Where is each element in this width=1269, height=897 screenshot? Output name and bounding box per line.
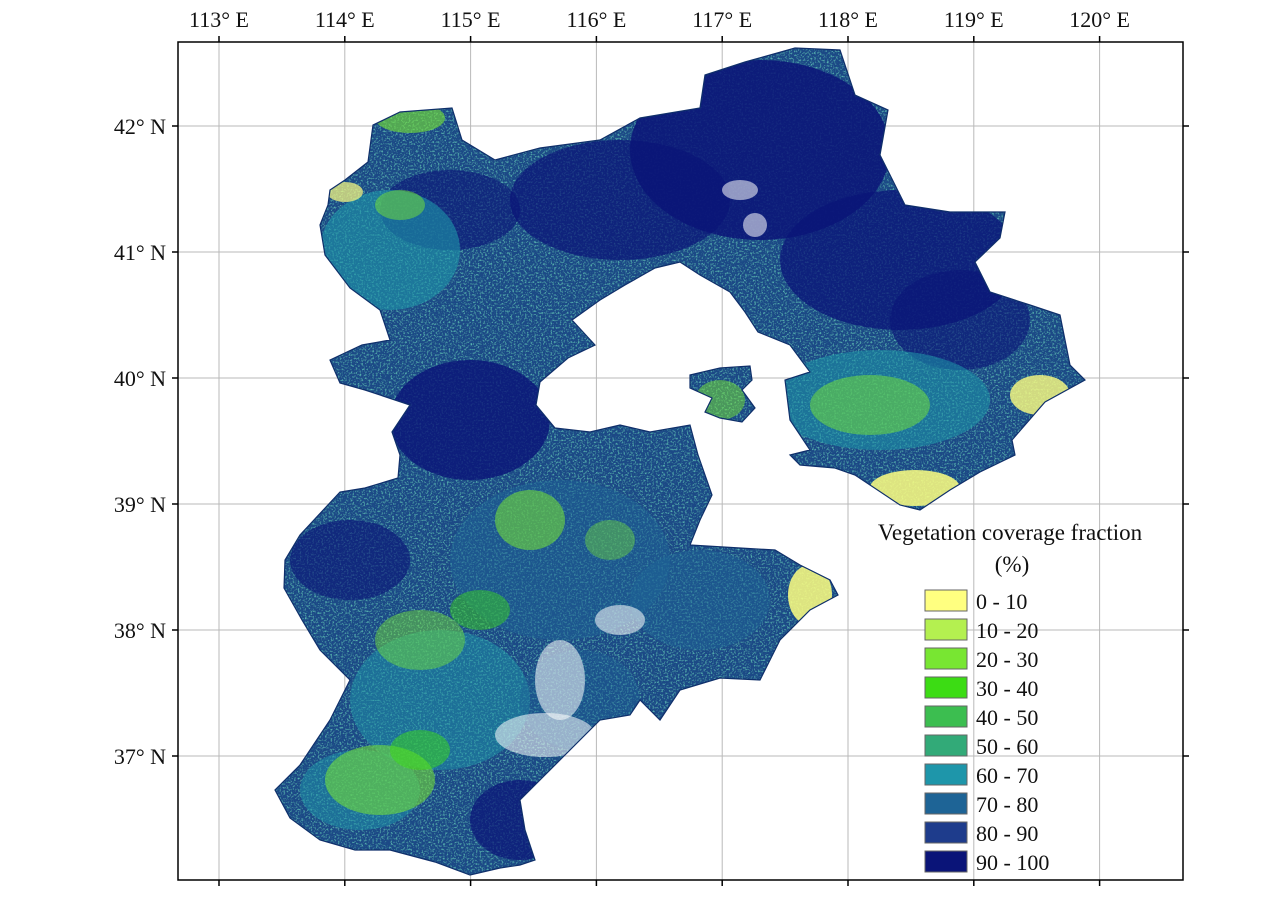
vegetation-patch	[870, 470, 960, 506]
longitude-labels: 113° E 114° E 115° E 116° E 117° E 118° E 119°…	[189, 7, 1130, 32]
legend-swatch	[924, 792, 968, 815]
vegetation-patch	[390, 360, 550, 480]
vegetation-patches	[290, 60, 1070, 860]
legend-label: 70 - 80	[976, 792, 1038, 817]
legend-label: 40 - 50	[976, 705, 1038, 730]
lon-tick-label: 116° E	[566, 7, 626, 32]
lat-tick-label: 41° N	[114, 240, 166, 265]
vegetation-patch	[1010, 375, 1070, 415]
lat-tick-label: 37° N	[114, 744, 166, 769]
no-data-gap	[535, 640, 585, 720]
legend-label: 80 - 90	[976, 821, 1038, 846]
lat-tick-label: 39° N	[114, 492, 166, 517]
vegetation-patch	[495, 490, 565, 550]
legend-swatch	[924, 821, 968, 844]
vegetation-patch	[630, 550, 770, 650]
lon-tick-label: 120° E	[1069, 7, 1130, 32]
vegetation-patch	[510, 140, 730, 260]
vegetation-patch	[327, 182, 363, 202]
lat-tick-label: 42° N	[114, 114, 166, 139]
legend-label: 90 - 100	[976, 850, 1049, 875]
vegetation-patch	[375, 610, 465, 670]
legend-swatch	[924, 850, 968, 873]
vegetation-patch	[695, 380, 745, 420]
legend-label: 20 - 30	[976, 647, 1038, 672]
vegetation-patch	[350, 630, 530, 770]
lon-tick-label: 113° E	[189, 7, 249, 32]
lat-tick-label: 40° N	[114, 366, 166, 391]
vegetation-patch	[375, 190, 425, 220]
vegetation-patch	[375, 103, 445, 133]
legend-label: 60 - 70	[976, 763, 1038, 788]
legend-label: 0 - 10	[976, 589, 1027, 614]
legend-label: 10 - 20	[976, 618, 1038, 643]
legend-swatch	[924, 763, 968, 786]
map-frame	[177, 41, 1184, 881]
legend-label: 50 - 60	[976, 734, 1038, 759]
no-data-gap	[495, 713, 595, 757]
legend-swatch	[924, 705, 968, 728]
no-data-gap	[595, 605, 645, 635]
vegetation-patch	[788, 565, 832, 625]
vegetation-patch	[890, 270, 1030, 370]
vegetation-patch	[470, 780, 570, 860]
lon-tick-label: 115° E	[441, 7, 501, 32]
vegetation-patch	[290, 520, 410, 600]
no-data-gap	[743, 213, 767, 237]
vegetation-patch	[450, 590, 510, 630]
vegetation-patch	[585, 520, 635, 560]
vegetation-patch	[390, 730, 450, 770]
region-raster	[274, 47, 1086, 876]
legend-swatch	[924, 589, 968, 612]
lon-tick-label: 114° E	[315, 7, 375, 32]
lon-tick-label: 118° E	[818, 7, 878, 32]
lat-tick-label: 38° N	[114, 618, 166, 643]
no-data-gap	[722, 180, 758, 200]
legend-items: 0 - 10 10 - 20 20 - 30 30 - 40 40 - 50 50 - 6…	[924, 589, 1049, 875]
legend-title-line1: Vegetation coverage fraction	[878, 520, 1143, 545]
region-outline	[274, 47, 1086, 876]
vegetation-patch	[810, 375, 930, 435]
legend-label: 30 - 40	[976, 676, 1038, 701]
lon-tick-label: 117° E	[692, 7, 752, 32]
latitude-labels: 42° N 41° N 40° N 39° N 38° N 37° N	[114, 114, 166, 769]
legend-swatch	[924, 618, 968, 641]
legend-swatch	[924, 676, 968, 699]
legend-swatch	[924, 734, 968, 757]
legend-title-line2: (%)	[995, 552, 1029, 577]
vegetation-patch	[320, 190, 460, 310]
legend-swatch	[924, 647, 968, 670]
legend: Vegetation coverage fraction (%) 0 - 10 1…	[878, 520, 1143, 875]
lon-tick-label: 119° E	[944, 7, 1004, 32]
